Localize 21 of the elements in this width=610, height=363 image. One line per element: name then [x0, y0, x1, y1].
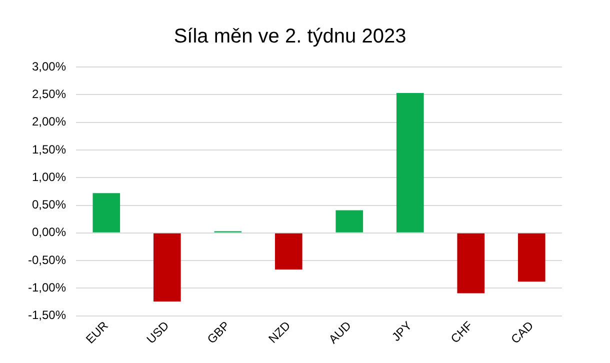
y-tick-label: 1,00%: [32, 170, 66, 184]
y-tick-label: 2,00%: [32, 114, 66, 129]
y-tick-label: -1,00%: [28, 280, 66, 295]
bar: [92, 193, 120, 232]
y-tick-label: 0,00%: [32, 225, 66, 240]
y-tick-label: 3,00%: [32, 59, 66, 74]
bar: [457, 233, 485, 294]
y-tick-label: 0,50%: [32, 198, 66, 212]
chart-title: Síla měn ve 2. týdnu 2023: [174, 26, 406, 48]
bar: [336, 210, 364, 232]
y-tick-label: 2,50%: [32, 86, 66, 101]
x-tick-label: JPY: [389, 318, 415, 344]
bar: [153, 233, 181, 302]
bar: [274, 233, 302, 270]
y-tick-label: 1,50%: [32, 142, 66, 156]
bar: [518, 233, 546, 282]
y-tick-label: -0,50%: [28, 252, 66, 267]
y-tick-label: -1,50%: [28, 308, 66, 322]
bar: [396, 92, 424, 232]
x-tick-label: CAD: [508, 318, 536, 346]
x-tick-label: USD: [144, 318, 172, 346]
